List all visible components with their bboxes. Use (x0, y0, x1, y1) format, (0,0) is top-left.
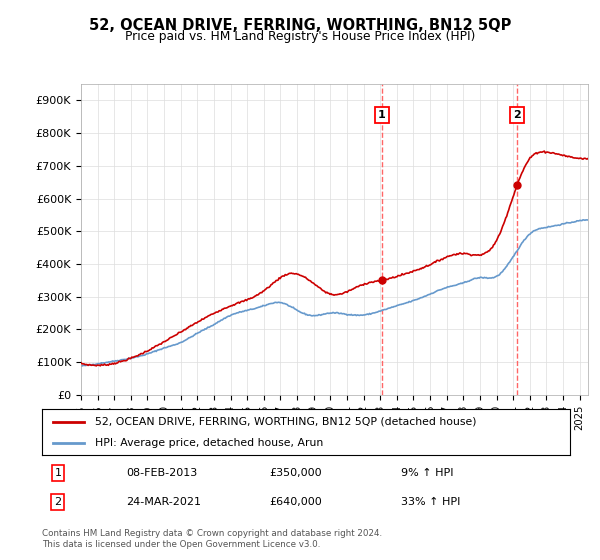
Text: Price paid vs. HM Land Registry's House Price Index (HPI): Price paid vs. HM Land Registry's House … (125, 30, 475, 43)
Text: 52, OCEAN DRIVE, FERRING, WORTHING, BN12 5QP (detached house): 52, OCEAN DRIVE, FERRING, WORTHING, BN12… (95, 417, 476, 427)
Text: 08-FEB-2013: 08-FEB-2013 (127, 468, 198, 478)
Text: 9% ↑ HPI: 9% ↑ HPI (401, 468, 454, 478)
Text: 1: 1 (378, 110, 386, 120)
Text: Contains HM Land Registry data © Crown copyright and database right 2024.
This d: Contains HM Land Registry data © Crown c… (42, 529, 382, 549)
Text: 1: 1 (55, 468, 61, 478)
Text: 24-MAR-2021: 24-MAR-2021 (127, 497, 202, 507)
Text: £350,000: £350,000 (269, 468, 322, 478)
Text: 2: 2 (54, 497, 61, 507)
Text: £640,000: £640,000 (269, 497, 322, 507)
Text: 52, OCEAN DRIVE, FERRING, WORTHING, BN12 5QP: 52, OCEAN DRIVE, FERRING, WORTHING, BN12… (89, 18, 511, 33)
Text: 33% ↑ HPI: 33% ↑ HPI (401, 497, 460, 507)
Text: 2: 2 (513, 110, 521, 120)
Text: HPI: Average price, detached house, Arun: HPI: Average price, detached house, Arun (95, 438, 323, 448)
